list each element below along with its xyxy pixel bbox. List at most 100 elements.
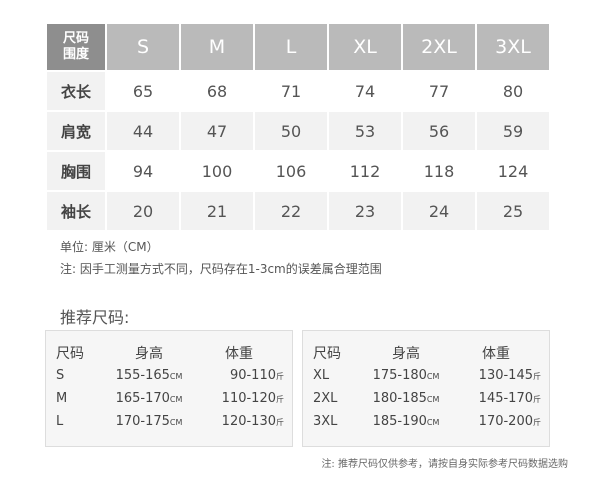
recommend-box-left: 尺码 身高 体重 S 155-165CM 90-110斤 M 165-170CM 110-120…	[45, 330, 293, 447]
cell: 25	[477, 192, 549, 230]
size: M	[56, 391, 68, 406]
cell: 20	[107, 192, 179, 230]
height-range: 185-190CM	[361, 410, 451, 433]
table-row: 胸围 94 100 106 112 118 124	[47, 152, 549, 190]
cell: 118	[423, 161, 455, 181]
error-note: 注: 因手工测量方式不同，尺码存在1-3cm的误差属合理范围	[60, 262, 382, 276]
recommend-title: 推荐尺码:	[60, 308, 130, 327]
cell: 112	[349, 161, 381, 181]
size-header: L	[255, 24, 327, 70]
height-value: 185-190	[372, 414, 427, 429]
weight-range: 170-200斤	[451, 410, 541, 433]
cell: 74	[354, 81, 376, 101]
height-unit: CM	[169, 372, 183, 381]
size-header: XL	[329, 24, 401, 70]
header-row: 尺码 身高 体重	[56, 341, 284, 364]
height-unit: CM	[169, 418, 183, 427]
size-header: 2XL	[403, 24, 475, 70]
weight-unit: 斤	[533, 418, 541, 427]
size: 3XL	[313, 414, 338, 429]
height-value: 165-170	[115, 391, 170, 406]
height-value: 170-175	[115, 414, 170, 429]
height-value: 180-185	[372, 391, 427, 406]
header-row: 尺码 身高 体重	[313, 341, 541, 364]
size-header: 3XL	[477, 24, 549, 70]
cell: 23	[329, 192, 401, 230]
cell: 59	[477, 112, 549, 150]
height-value: 155-165	[115, 368, 170, 383]
size: XL	[313, 368, 330, 383]
recommend-footnote: 注: 推荐尺码仅供参考，请按自身实际参考尺码数据选购	[321, 459, 568, 470]
table-row: 肩宽 44 47 50 53 56 59	[47, 112, 549, 150]
height-range: 180-185CM	[361, 387, 451, 410]
size: 2XL	[313, 391, 338, 406]
cell: 71	[280, 81, 302, 101]
cell: 53	[329, 112, 401, 150]
height-unit: CM	[426, 418, 440, 427]
cell: 65	[132, 81, 154, 101]
weight-value: 110-120	[221, 391, 276, 406]
list-item: 2XL 180-185CM 145-170斤	[313, 387, 541, 410]
height-range: 170-175CM	[104, 410, 194, 433]
list-item: 3XL 185-190CM 170-200斤	[313, 410, 541, 433]
cell: 106	[275, 161, 307, 181]
recommend-table-left: 尺码 身高 体重 S 155-165CM 90-110斤 M 165-170CM 110-120…	[56, 341, 284, 433]
cell: 80	[502, 81, 524, 101]
list-item: M 165-170CM 110-120斤	[56, 387, 284, 410]
size-header: M	[181, 24, 253, 70]
weight-unit: 斤	[533, 395, 541, 404]
table-row: 袖长 20 21 22 23 24 25	[47, 192, 549, 230]
row-label: 袖长	[47, 192, 105, 230]
height-range: 155-165CM	[104, 364, 194, 387]
cell: 22	[255, 192, 327, 230]
corner-size-label: 尺码	[62, 31, 89, 46]
weight-value: 130-145	[478, 368, 533, 383]
row-label: 肩宽	[47, 112, 105, 150]
weight-range: 130-145斤	[451, 364, 541, 387]
height-unit: CM	[426, 372, 440, 381]
table-row: 衣长 65 68 71 74 77 80	[47, 72, 549, 110]
recommend-table-right: 尺码 身高 体重 XL 175-180CM 130-145斤 2XL 180-185CM 145…	[313, 341, 541, 433]
col-header: 身高	[392, 345, 420, 362]
height-range: 175-180CM	[361, 364, 451, 387]
list-item: XL 175-180CM 130-145斤	[313, 364, 541, 387]
weight-value: 90-110	[229, 368, 276, 383]
cell: 100	[201, 161, 233, 181]
weight-unit: 斤	[533, 372, 541, 381]
weight-range: 120-130斤	[194, 410, 284, 433]
weight-range: 90-110斤	[194, 364, 284, 387]
height-range: 165-170CM	[104, 387, 194, 410]
col-header: 尺码	[313, 345, 341, 362]
cell: 68	[206, 81, 228, 101]
cell: 50	[255, 112, 327, 150]
size: S	[56, 368, 65, 383]
row-label: 衣长	[47, 72, 105, 110]
cell: 94	[132, 161, 154, 181]
col-header: 体重	[225, 345, 253, 362]
cell: 77	[428, 81, 450, 101]
cell: 24	[403, 192, 475, 230]
cell: 56	[403, 112, 475, 150]
height-unit: CM	[169, 395, 183, 404]
col-header: 身高	[135, 345, 163, 362]
recommend-box-right: 尺码 身高 体重 XL 175-180CM 130-145斤 2XL 180-185CM 145…	[302, 330, 550, 447]
weight-range: 145-170斤	[451, 387, 541, 410]
list-item: S 155-165CM 90-110斤	[56, 364, 284, 387]
size-header-row: 尺码 围度 S M L XL 2XL 3XL	[47, 24, 549, 70]
cell: 124	[497, 161, 529, 181]
weight-value: 145-170	[478, 391, 533, 406]
weight-unit: 斤	[276, 372, 284, 381]
size: L	[56, 414, 64, 429]
corner-cell: 尺码 围度	[47, 24, 105, 70]
cell: 47	[181, 112, 253, 150]
weight-unit: 斤	[276, 418, 284, 427]
weight-unit: 斤	[276, 395, 284, 404]
row-label: 胸围	[47, 152, 105, 190]
col-header: 体重	[482, 345, 510, 362]
height-unit: CM	[426, 395, 440, 404]
weight-value: 170-200	[478, 414, 533, 429]
cell: 44	[107, 112, 179, 150]
weight-value: 120-130	[221, 414, 276, 429]
list-item: L 170-175CM 120-130斤	[56, 410, 284, 433]
size-chart-table: 尺码 围度 S M L XL 2XL 3XL 衣长 65 68 71 74 77 …	[45, 22, 551, 232]
